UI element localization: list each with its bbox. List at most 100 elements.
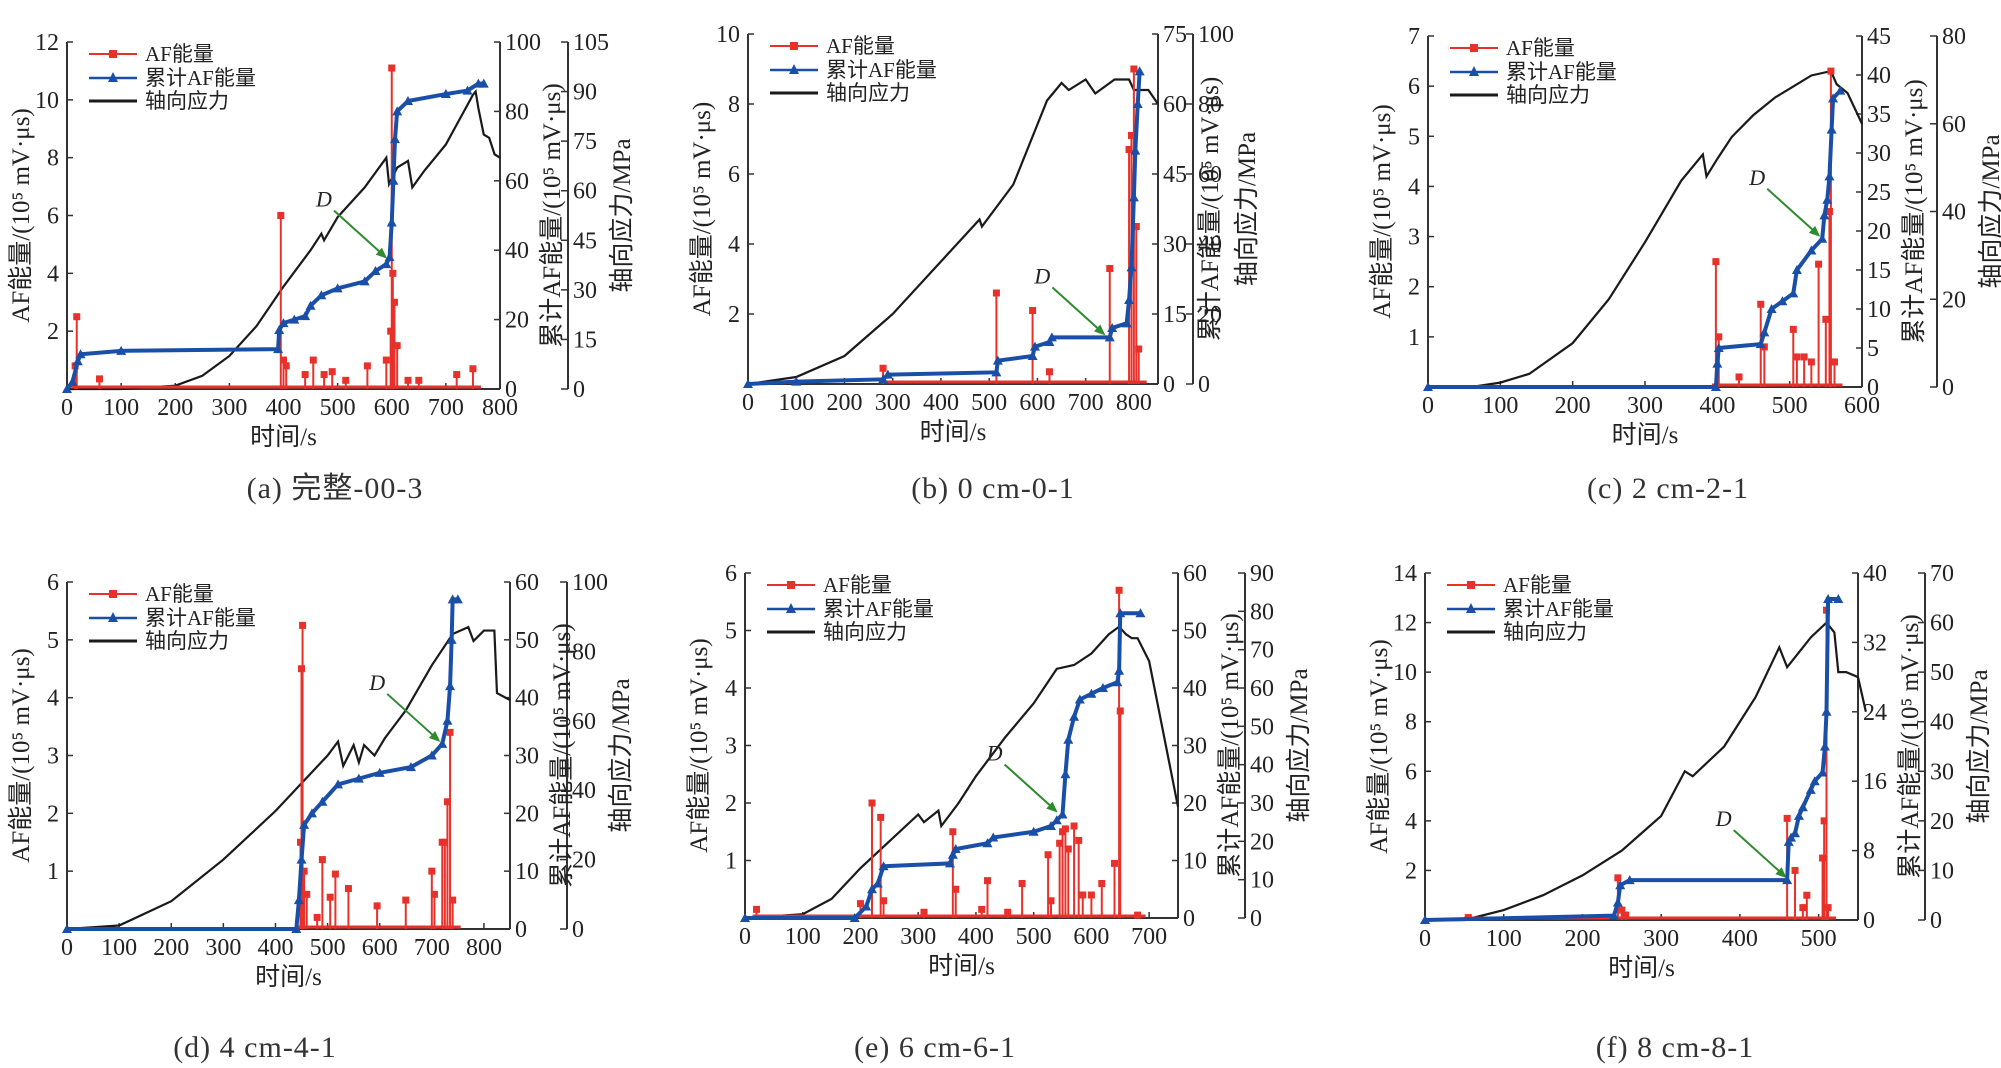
y3-tick-label: 90 xyxy=(1250,561,1274,587)
af-energy-marker xyxy=(1130,65,1138,73)
chart-panel-c: 0 100 200 300 400 500 600123456705101520253035… xyxy=(1368,24,2001,505)
y1-tick-label: 6 xyxy=(1408,74,1420,100)
y2-tick-label: 50 xyxy=(515,628,539,654)
panel-caption: (b) 0 cm-0-1 xyxy=(911,472,1075,505)
af-energy-marker xyxy=(430,890,438,898)
annotation-arrow-head xyxy=(375,247,388,259)
cumulative-af-marker xyxy=(1712,358,1723,368)
cumulative-af-marker xyxy=(1793,810,1804,820)
y2-tick-label: 16 xyxy=(1863,769,1887,795)
y3-tick-label: 20 xyxy=(572,848,596,874)
y2-tick-label: 10 xyxy=(1867,297,1891,323)
y3-tick-label: 80 xyxy=(1198,92,1222,118)
y2-tick-label: 20 xyxy=(505,308,529,334)
cumulative-af-marker xyxy=(1612,897,1623,907)
x-tick-label: 500 xyxy=(320,395,356,421)
cumulative-af-marker xyxy=(1608,910,1619,920)
cumulative-af-marker xyxy=(1824,171,1835,181)
stress-line xyxy=(747,78,1159,386)
y2-tick-label: 10 xyxy=(515,859,539,885)
stress-line xyxy=(66,625,511,931)
cumulative-af-marker xyxy=(1423,382,1433,391)
af-energy-marker xyxy=(387,327,395,335)
af-energy-marker xyxy=(1070,822,1078,830)
y1-tick-label: 3 xyxy=(1408,225,1420,251)
x-tick-label: 0 xyxy=(1422,393,1434,419)
x-tick-label: 700 xyxy=(414,935,450,961)
cumulative-af-marker xyxy=(1790,828,1801,838)
cumulative-af-marker xyxy=(353,773,364,783)
x-tick-label: 500 xyxy=(1772,393,1808,419)
y3-tick-label: 15 xyxy=(573,327,597,353)
cumulative-af-marker xyxy=(1107,323,1118,332)
cumulative-af-marker xyxy=(445,681,456,691)
af-energy-marker xyxy=(1622,911,1630,919)
cumulative-af-marker xyxy=(878,374,889,384)
legend-stress-label: 轴向应力 xyxy=(1506,83,1590,107)
af-energy-marker xyxy=(373,902,381,910)
cumulative-af-marker xyxy=(1135,608,1146,618)
cumulative-af-marker xyxy=(116,345,127,355)
y1-tick-label: 14 xyxy=(1393,561,1417,587)
af-energy-marker xyxy=(1712,258,1720,266)
cumulative-af-marker xyxy=(878,861,889,871)
y3-tick-label: 70 xyxy=(1250,638,1274,664)
x-tick-label: 700 xyxy=(1131,924,1167,950)
cumulative-af-marker xyxy=(332,283,343,293)
y1-axis-title: AF能量/(10⁵ mV·μs) xyxy=(7,108,35,322)
stress-line xyxy=(1425,620,1867,922)
af-energy-marker xyxy=(880,897,888,905)
annotation-arrow xyxy=(1766,188,1819,236)
af-energy-marker xyxy=(1820,817,1828,825)
y3-tick-label: 80 xyxy=(572,639,596,665)
y1-axis-title: AF能量/(10⁵ mV·μs) xyxy=(7,648,35,862)
legend-cum-label: 累计AF能量 xyxy=(145,66,256,90)
cumulative-af-marker xyxy=(1809,776,1820,786)
legend-stress-label: 轴向应力 xyxy=(823,620,907,644)
cumulative-af-marker xyxy=(861,901,872,911)
cumulative-af-marker xyxy=(982,838,993,848)
x-axis-title: 时间/s xyxy=(928,952,995,980)
legend-cum-marker xyxy=(108,72,118,82)
x-tick-label: 100 xyxy=(103,395,139,421)
y1-tick-label: 4 xyxy=(47,261,59,287)
cumulative-af-line xyxy=(1428,89,1842,389)
af-energy-marker xyxy=(1791,866,1799,874)
cumulative-af-marker xyxy=(1817,233,1828,243)
y1-tick-label: 2 xyxy=(1405,858,1417,884)
y1-tick-label: 1 xyxy=(1408,325,1420,351)
y2-axis-title: 累计AF能量/(10⁵ mV·μs) xyxy=(1216,613,1244,877)
cumulative-af-marker xyxy=(1759,327,1770,337)
af-energy-marker xyxy=(301,371,309,379)
x-tick-label: 400 xyxy=(1722,926,1758,952)
annotation-arrow-head xyxy=(1046,801,1058,813)
y2-axis-title: 累计AF能量/(10⁵ mV·μs) xyxy=(1900,79,1928,343)
cumulative-af-marker xyxy=(402,95,413,105)
stress-line xyxy=(67,88,501,391)
y2-axis-title: 累计AF能量/(10⁵ mV·μs) xyxy=(548,623,576,887)
cumulative-af-marker xyxy=(388,175,399,185)
x-tick-label: 800 xyxy=(482,395,518,421)
af-energy-marker xyxy=(1029,307,1037,314)
chart-panel-f: 0 100 200 300 400 500246810121408162432400102… xyxy=(1365,561,1993,1064)
y2-tick-label: 40 xyxy=(515,686,539,712)
af-energy-marker xyxy=(402,896,410,904)
y3-tick-label: 10 xyxy=(1930,858,1954,884)
af-energy-marker xyxy=(296,838,304,846)
annotation-arrow xyxy=(1051,286,1105,335)
af-energy-marker xyxy=(920,908,928,916)
y2-tick-label: 45 xyxy=(1867,24,1891,50)
y3-axis-title: 轴向应力/MPa xyxy=(607,678,635,832)
cumulative-af-marker xyxy=(426,750,437,760)
cumulative-af-marker xyxy=(317,796,328,806)
af-energy-marker xyxy=(280,356,287,364)
y2-axis-title: 累计AF能量/(10⁵ mV·μs) xyxy=(1196,77,1224,341)
af-energy-marker xyxy=(73,313,81,321)
y2-tick-label: 0 xyxy=(1863,908,1875,934)
cumulative-af-marker xyxy=(389,134,400,144)
x-tick-label: 100 xyxy=(1482,393,1518,419)
cumulative-af-marker xyxy=(381,259,392,269)
